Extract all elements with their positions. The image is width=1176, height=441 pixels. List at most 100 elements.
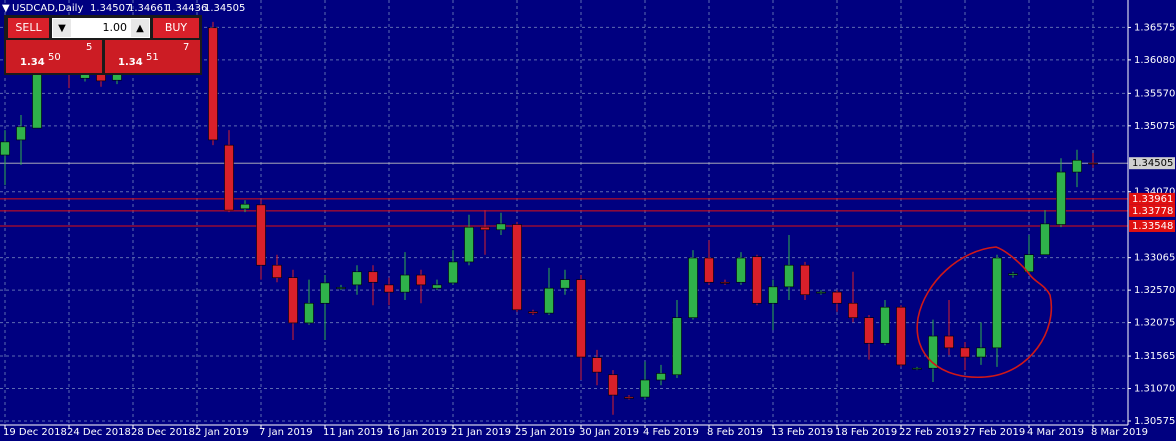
candle-body: [896, 306, 906, 366]
candle-body: [816, 291, 826, 294]
candle-body: [1072, 159, 1082, 173]
candle-body: [480, 226, 490, 231]
sell-button[interactable]: [8, 18, 49, 38]
lot-up[interactable]: [131, 19, 149, 37]
lot-up-arrow[interactable]: ▲: [136, 23, 144, 34]
candle-body: [736, 257, 746, 283]
x-tick-label: 7 Jan 2019: [259, 427, 313, 437]
y-tick-label: 1.31565: [1134, 351, 1175, 362]
x-tick-label: 21 Jan 2019: [451, 427, 511, 437]
x-tick-label: 30 Jan 2019: [579, 427, 639, 437]
candle-body: [944, 335, 954, 349]
x-tick-label: 28 Dec 2018: [131, 427, 195, 437]
candle-body: [848, 302, 858, 318]
candle-body: [784, 264, 794, 288]
lot-down-arrow[interactable]: ▼: [58, 23, 66, 34]
candle-body: [624, 396, 634, 399]
candle-body: [304, 302, 314, 324]
ohlc-low: 1.34436: [166, 3, 207, 14]
candle-body: [1040, 223, 1050, 256]
y-tick-label: 1.35075: [1134, 121, 1175, 132]
lot-input[interactable]: [52, 18, 150, 38]
candle-body: [384, 284, 394, 293]
candle-body: [640, 379, 650, 398]
candle-body: [464, 226, 474, 263]
x-tick-label: 25 Jan 2019: [515, 427, 575, 437]
x-tick-label: 13 Feb 2019: [771, 427, 833, 437]
symbol-arrow: ▼: [2, 3, 10, 14]
axes: 1.30575 1.31070 1.31565 1.32075 1.32570 1.330…: [3, 22, 1175, 438]
candle-body: [416, 274, 426, 286]
x-tick-label: 2 Jan 2019: [195, 427, 249, 437]
chart-header: ▼ USDCAD,Daily 1.34507 1.34661 1.34436 1…: [2, 3, 245, 14]
candle-body: [608, 374, 618, 396]
candle-body: [400, 274, 410, 293]
candle-body: [1024, 254, 1034, 273]
lot-down[interactable]: [53, 19, 71, 37]
x-tick-label: 11 Jan 2019: [323, 427, 383, 437]
candle-body: [864, 317, 874, 344]
candle-body: [272, 264, 282, 278]
sell-price-pips[interactable]: 50: [48, 52, 61, 63]
candle-body: [208, 27, 218, 141]
buy-label[interactable]: BUY: [165, 21, 188, 34]
level-label-bg: [1129, 204, 1175, 217]
candle-body: [560, 279, 570, 289]
candle-body: [720, 281, 730, 284]
y-tick-label: 1.31070: [1134, 384, 1175, 395]
buy-price-pips[interactable]: 51: [146, 52, 159, 63]
y-tick-label: 1.33065: [1134, 253, 1175, 264]
buy-price-big[interactable]: 1.34: [118, 57, 143, 68]
candle-body: [352, 271, 362, 286]
x-tick-label: 18 Feb 2019: [835, 427, 897, 437]
buy-button[interactable]: [153, 18, 199, 38]
x-tick-label: 8 Feb 2019: [707, 427, 763, 437]
y-tick-label: 1.30575: [1134, 416, 1175, 427]
candles: [0, 21, 1098, 415]
candle-body: [1056, 171, 1066, 225]
x-tick-label: 27 Feb 2019: [963, 427, 1025, 437]
candle-body: [512, 224, 522, 311]
candle-body: [912, 367, 922, 370]
candle-body: [240, 203, 250, 210]
bid-label-bg: [1129, 157, 1175, 170]
sell-price-big[interactable]: 1.34: [20, 57, 45, 68]
level-label-bg: [1129, 219, 1175, 232]
sell-price-box[interactable]: [6, 40, 102, 73]
trade-panel: SELL ▼ ▲ 1.00 BUY 1.34 50 5 1.34 51 7: [4, 15, 202, 75]
candle-body: [688, 257, 698, 318]
ohlc-close: 1.34505: [204, 3, 245, 14]
x-tick-label: 4 Mar 2019: [1027, 427, 1084, 437]
level-label-bg: [1129, 192, 1175, 205]
ohlc-high: 1.34661: [128, 3, 169, 14]
buy-price-point[interactable]: 7: [183, 42, 189, 53]
sell-label[interactable]: SELL: [15, 21, 42, 34]
sell-price-point[interactable]: 5: [86, 42, 92, 53]
level-label: 1.33961: [1132, 194, 1173, 205]
candle-body: [656, 373, 666, 381]
symbol: USDCAD,Daily: [12, 3, 83, 14]
x-tick-label: 24 Dec 2018: [67, 427, 131, 437]
candle-body: [256, 204, 266, 266]
candle-body: [288, 277, 298, 324]
candle-body: [928, 335, 938, 369]
level-label: 1.33778: [1132, 206, 1173, 217]
candle-body: [336, 287, 346, 289]
candle-body: [768, 286, 778, 304]
buy-price-box[interactable]: [105, 40, 200, 73]
candle-body: [224, 144, 234, 211]
candle-body: [368, 271, 378, 283]
x-tick-label: 8 Mar 2019: [1091, 427, 1148, 437]
y-tick-label: 1.36080: [1134, 55, 1175, 66]
candle-body: [496, 223, 506, 231]
bid-label: 1.34505: [1132, 158, 1173, 169]
candle-body: [672, 317, 682, 376]
y-tick-label: 1.32075: [1134, 318, 1175, 329]
candle-body: [1088, 162, 1098, 165]
candle-body: [1008, 273, 1018, 276]
x-tick-label: 4 Feb 2019: [643, 427, 699, 437]
lot-value[interactable]: 1.00: [103, 21, 128, 34]
candle-body: [544, 287, 554, 314]
candle-body: [16, 126, 26, 141]
